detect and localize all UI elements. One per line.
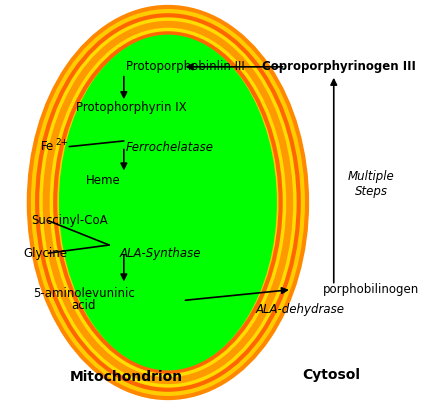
Text: Protoporphobinlin III: Protoporphobinlin III [126,60,245,73]
Text: Cytosol: Cytosol [303,368,360,382]
Text: Glycine: Glycine [23,247,67,260]
Text: acid: acid [72,299,96,312]
Text: 5-aminolevuninic: 5-aminolevuninic [33,287,135,300]
Text: Protophorphyrin IX: Protophorphyrin IX [76,101,186,114]
Ellipse shape [46,24,290,381]
Text: Fe: Fe [41,140,54,153]
Text: Ferrochelatase: Ferrochelatase [126,141,214,154]
Text: Heme: Heme [85,174,120,187]
Text: Mitochondrion: Mitochondrion [69,370,183,384]
Text: Coproporphyrinogen III: Coproporphyrinogen III [262,60,416,73]
Ellipse shape [59,35,277,370]
Text: 2+: 2+ [56,138,68,147]
Text: Succinyl-CoA: Succinyl-CoA [32,214,108,227]
Text: porphobilinogen: porphobilinogen [323,283,420,296]
Text: ALA-dehydrase: ALA-dehydrase [256,303,345,316]
Text: Multiple
Steps: Multiple Steps [348,170,395,198]
Text: ALA-Synthase: ALA-Synthase [120,247,201,260]
